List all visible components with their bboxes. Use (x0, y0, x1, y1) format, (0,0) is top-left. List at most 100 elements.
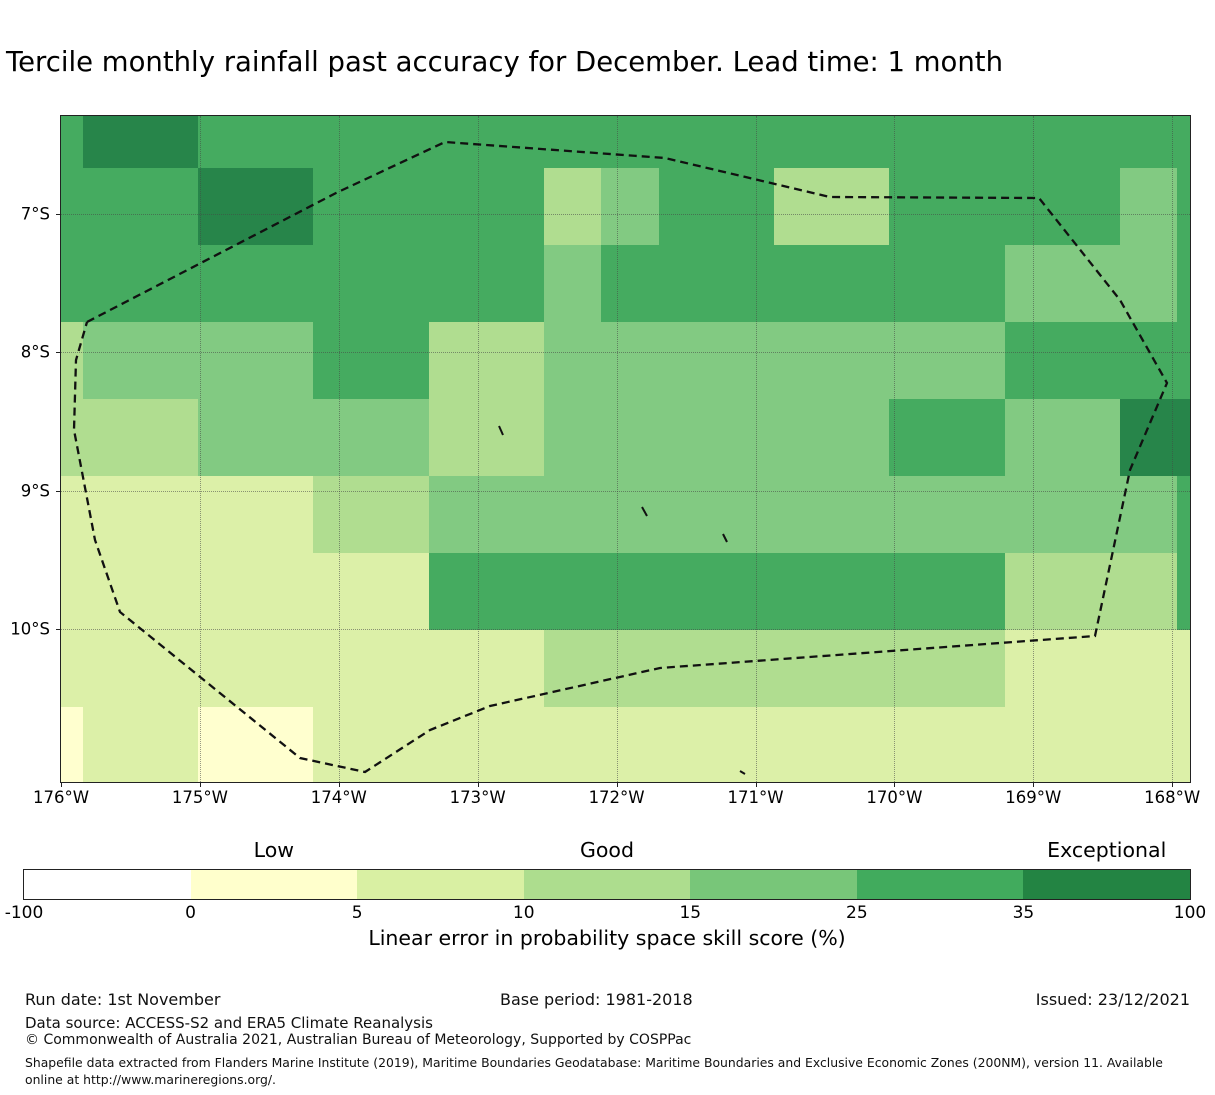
heatmap-cell (716, 245, 775, 322)
heatmap-cell (659, 399, 717, 476)
heatmap-cell (140, 707, 199, 782)
heatmap-cell (255, 476, 314, 553)
heatmap-cell (774, 245, 832, 322)
x-tick-label: 169°W (1005, 788, 1062, 807)
heatmap-cell (543, 630, 602, 707)
heatmap-cell (1177, 168, 1190, 245)
heatmap-cell (140, 116, 199, 168)
colorbar-segment (523, 870, 691, 899)
heatmap-cell (371, 116, 429, 168)
heatmap-cell (313, 553, 371, 630)
heatmap-cell (140, 476, 199, 553)
heatmap-cell (486, 322, 544, 399)
heatmap-cell (659, 707, 717, 782)
heatmap-cell (659, 168, 717, 245)
heatmap-cell (831, 168, 890, 245)
heatmap-cell (831, 707, 890, 782)
x-tick-label: 173°W (449, 788, 506, 807)
heatmap-cell (1119, 476, 1178, 553)
heatmap-cell (313, 168, 371, 245)
island-mark (722, 533, 728, 543)
heatmap-cell (428, 168, 487, 245)
heatmap-cell (486, 245, 544, 322)
heatmap-cell (83, 399, 141, 476)
colorbar-tick-label: 0 (185, 903, 196, 923)
heatmap-cell (371, 476, 429, 553)
heatmap-cell (61, 399, 83, 476)
x-tick-label: 170°W (866, 788, 923, 807)
heatmap-cell (1177, 322, 1190, 399)
island-mark (641, 506, 648, 517)
heatmap-cell (198, 476, 256, 553)
run-date-label: Run date: 1st November (25, 990, 221, 1009)
heatmap-cell (831, 476, 890, 553)
heatmap-cell (889, 116, 947, 168)
longitude-gridline (755, 116, 757, 782)
heatmap-cell (1119, 399, 1178, 476)
longitude-gridline (1033, 116, 1035, 782)
heatmap-cell (371, 630, 429, 707)
heatmap-cell (198, 168, 256, 245)
latitude-gridline (61, 490, 1190, 492)
base-period-label: Base period: 1981-2018 (500, 990, 693, 1009)
colorbar-tick-label: 35 (1012, 903, 1035, 923)
colorbar-tick-label: 100 (1173, 903, 1207, 923)
heatmap-cell (947, 707, 1005, 782)
heatmap-cell (601, 245, 659, 322)
x-tick-mark (477, 782, 479, 787)
colorbar-segment (24, 870, 191, 899)
heatmap-cell (889, 553, 947, 630)
heatmap-cell (255, 322, 314, 399)
heatmap-cell (83, 116, 141, 168)
heatmap-cell (831, 630, 890, 707)
heatmap-cell (198, 399, 256, 476)
heatmap-cell (198, 553, 256, 630)
colorbar-category-label: Good (580, 838, 634, 862)
heatmap-cell (313, 630, 371, 707)
heatmap-cell (1177, 630, 1190, 707)
y-tick-mark (56, 213, 61, 215)
longitude-gridline (894, 116, 896, 782)
heatmap-cell (61, 553, 83, 630)
heatmap-cell (774, 707, 832, 782)
island-mark (498, 425, 504, 436)
heatmap-cell (198, 630, 256, 707)
island-mark (739, 770, 746, 775)
heatmap-cell (543, 245, 602, 322)
colorbar-category-label: Low (253, 838, 295, 862)
issued-date-label: Issued: 23/12/2021 (1035, 990, 1190, 1009)
longitude-gridline (616, 116, 618, 782)
heatmap-cell (716, 116, 775, 168)
heatmap-cell (313, 399, 371, 476)
y-tick-label: 8°S (20, 342, 50, 362)
heatmap-cell (543, 553, 602, 630)
longitude-gridline (199, 116, 201, 782)
heatmap-cell (1119, 116, 1178, 168)
heatmap-cell (371, 168, 429, 245)
heatmap-cell (83, 707, 141, 782)
heatmap-cell (601, 168, 659, 245)
heatmap-cell (83, 476, 141, 553)
heatmap-cell (83, 168, 141, 245)
latitude-gridline (61, 213, 1190, 215)
heatmap-cell (889, 399, 947, 476)
heatmap-cell (428, 553, 487, 630)
heatmap-cell (543, 322, 602, 399)
heatmap-cell (255, 553, 314, 630)
y-tick-mark (56, 352, 61, 353)
colorbar-tick-label: 15 (679, 903, 702, 923)
heatmap-cell (428, 399, 487, 476)
heatmap-cell (543, 116, 602, 168)
heatmap-cell (1119, 322, 1178, 399)
heatmap-cell (716, 399, 775, 476)
heatmap-cell (1062, 168, 1120, 245)
heatmap-cell (255, 399, 314, 476)
colorbar (23, 869, 1191, 900)
heatmap-cell (601, 116, 659, 168)
heatmap-cell (428, 630, 487, 707)
longitude-gridline (1172, 116, 1174, 782)
heatmap-cell (198, 245, 256, 322)
heatmap-cell (601, 630, 659, 707)
heatmap-cell (774, 322, 832, 399)
heatmap-cell (774, 116, 832, 168)
